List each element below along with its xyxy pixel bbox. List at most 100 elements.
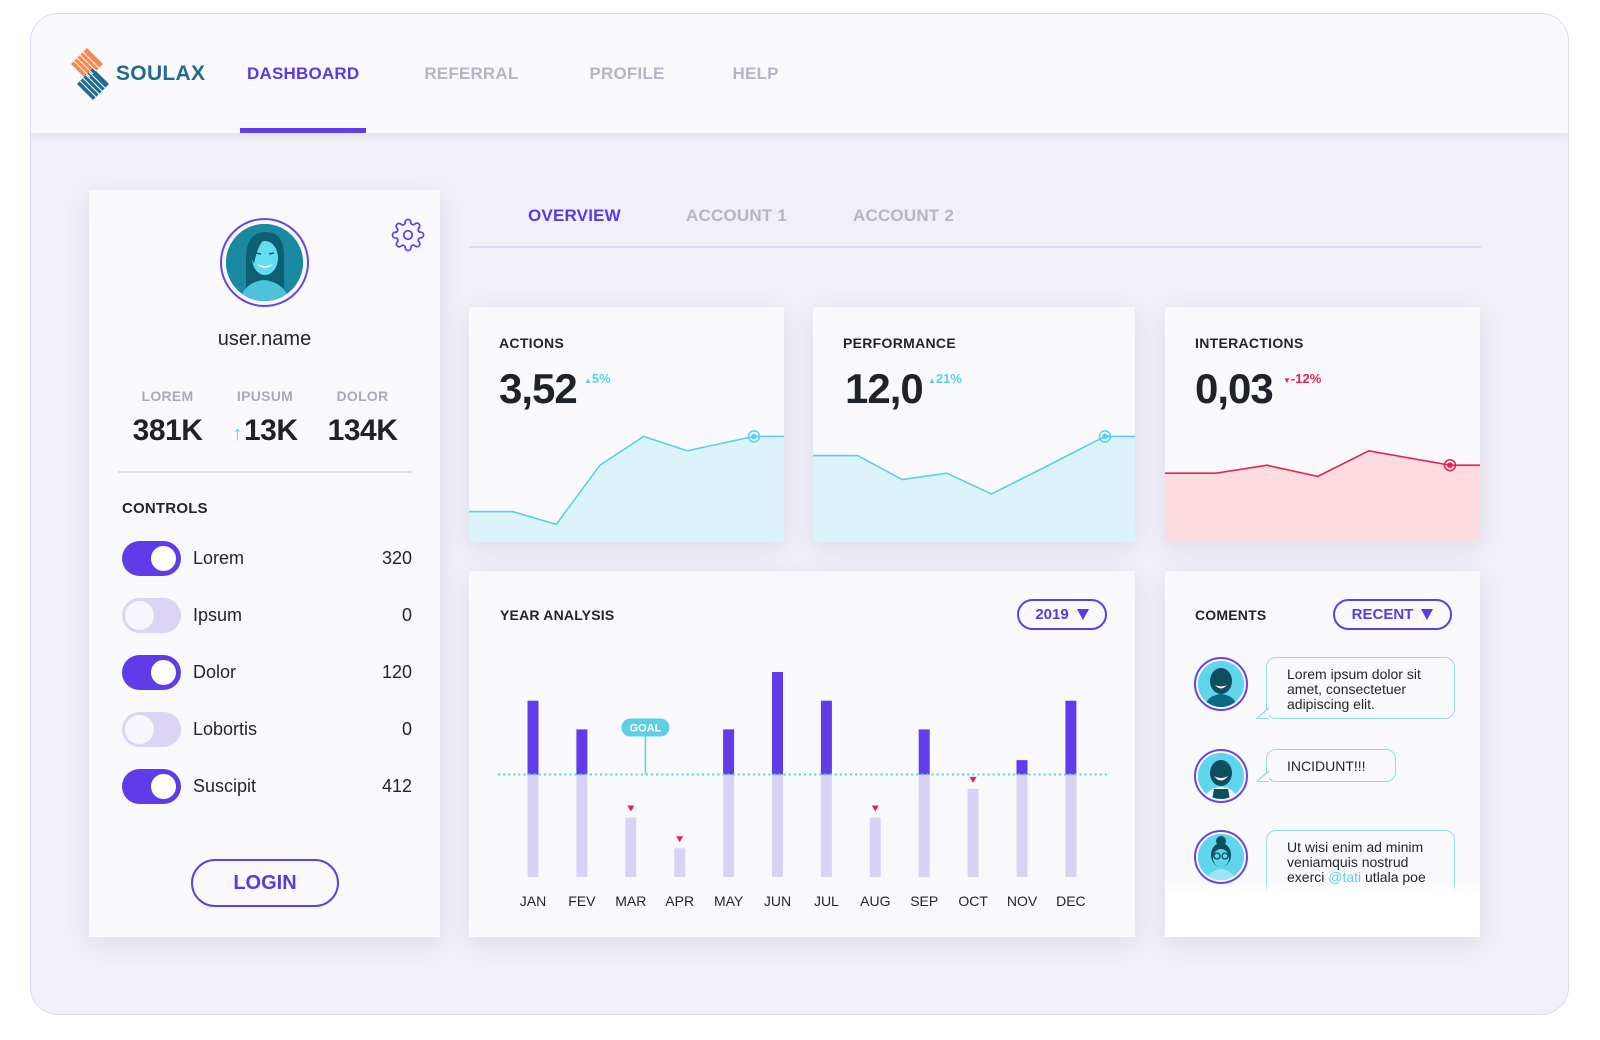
comments-title: COMENTS [1195,607,1267,623]
nav-referral[interactable]: REFERRAL [424,63,519,83]
bar-nov-above-goal[interactable] [1016,760,1028,775]
bar-jun-base[interactable] [772,774,783,878]
scroll-fade-area [1165,893,1480,937]
x-tick-label: APR [665,893,694,909]
nav-dashboard[interactable]: DASHBOARD [239,14,367,133]
x-tick-label: SEP [910,893,938,909]
x-tick-label: MAR [615,893,646,909]
toggle-knob [149,771,178,801]
commenter-avatar[interactable] [1194,830,1248,884]
nav-help[interactable]: HELP [732,63,779,83]
bar-oct-base[interactable] [967,788,979,877]
control-value: 0 [401,718,412,739]
trend-up-icon: ▲ [584,376,592,385]
tab-account-2[interactable]: ACCOUNT 2 [853,206,954,225]
bar-jan-base[interactable] [527,774,539,878]
sparkline-area [469,436,784,542]
nav-profile[interactable]: PROFILE [589,63,665,83]
highlight-point-ring[interactable] [1098,430,1112,443]
toggle-knob [125,600,154,630]
logo-icon [71,48,109,100]
bar-may-above-goal[interactable] [723,729,735,775]
delta-value: 21% [935,371,962,386]
bar-nov-base[interactable] [1016,774,1028,878]
metric-title: PERFORMANCE [843,335,956,351]
x-tick-label: NOV [1007,893,1038,909]
top-header: SOULAX DASHBOARD REFERRAL PROFILE HELP [31,14,1568,133]
login-button[interactable]: LOGIN [191,859,339,907]
bar-aug-base[interactable] [869,817,881,877]
x-tick-label: DEC [1056,893,1086,909]
toggle-switch[interactable] [122,711,181,747]
control-value: 412 [381,775,412,796]
sparkline-line [813,435,1135,495]
bar-apr-base[interactable] [674,848,686,877]
stat-lorem: LOREM 381K [119,388,216,448]
performance-sparkline [813,430,1135,542]
toggle-switch[interactable] [122,768,181,804]
toggle-knob [149,543,178,573]
stat-value: 13K [243,414,298,447]
sparkline-point [1102,433,1108,440]
control-label: Lorem [193,547,245,568]
stat-label: LOREM [141,388,194,404]
year-select[interactable]: 2019 [1017,599,1107,630]
bar-sep-above-goal[interactable] [918,729,930,775]
control-row-suscipit: Suscipit 412 [122,768,412,804]
commenter-avatar[interactable] [1194,657,1248,711]
mention-link[interactable]: @tati [1328,869,1362,885]
toggle-switch[interactable] [122,540,181,576]
metric-value: 3,52 [499,365,578,412]
toggle-knob [149,657,178,687]
metric-delta: ▼-12% [1283,371,1321,386]
bar-jul-base[interactable] [820,774,832,878]
scroll-fade [1165,883,1480,893]
bar-jan-above-goal[interactable] [527,700,539,775]
control-row-lobortis: Lobortis 0 [122,711,412,747]
tab-account-1[interactable]: ACCOUNT 1 [686,206,787,225]
toggle-switch[interactable] [122,654,181,690]
sort-select[interactable]: RECENT [1333,599,1452,630]
bar-sep-base[interactable] [918,774,930,878]
sparkline-area [813,436,1135,542]
metric-card-performance[interactable]: PERFORMANCE 12,0 ▲21% [813,307,1135,542]
x-tick-label: JUL [814,893,839,909]
divider [118,471,412,473]
account-tabs: OVERVIEW ACCOUNT 1 ACCOUNT 2 [469,182,1481,248]
control-label: Lobortis [193,718,258,739]
control-row-lorem: Lorem 320 [122,540,412,576]
x-tick-label: JAN [520,893,546,909]
man-avatar-icon [1198,661,1244,707]
avatar[interactable] [220,218,309,307]
bar-may-base[interactable] [723,774,735,878]
gear-icon[interactable] [391,218,425,252]
metric-value: 12,0 [845,365,924,412]
bar-dec-above-goal[interactable] [1065,700,1077,775]
x-tick-label: OCT [958,893,988,909]
metric-card-interactions[interactable]: INTERACTIONS 0,03 ▼-12% [1165,307,1480,542]
toggle-switch[interactable] [122,597,181,633]
stat-dolor: DOLOR 134K [314,388,411,448]
interactions-sparkline [1165,449,1480,542]
control-value: 320 [381,547,412,568]
bar-jul-above-goal[interactable] [820,700,832,775]
highlight-point-ring[interactable] [747,430,761,443]
brand-logo[interactable]: SOULAX [71,48,205,100]
bar-mar-base[interactable] [625,817,637,877]
username: user.name [217,328,312,350]
stat-label: DOLOR [336,388,389,404]
metric-card-actions[interactable]: ACTIONS 3,52 ▲5% [469,307,784,542]
bar-fev-above-goal[interactable] [576,729,588,775]
highlight-point-ring[interactable] [1443,458,1457,472]
commenter-avatar[interactable] [1194,749,1248,803]
bar-fev-base[interactable] [576,774,588,878]
metric-value: 0,03 [1195,365,1274,412]
tab-overview[interactable]: OVERVIEW [528,206,621,225]
bar-jun-above-goal[interactable] [772,672,783,775]
delta-value: 5% [591,371,611,386]
below-goal-marker [969,776,977,783]
sort-select-value: RECENT [1351,606,1414,623]
sparkline-point [1447,462,1453,468]
bar-dec-base[interactable] [1065,774,1077,878]
control-row-ipsum: Ipsum 0 [122,597,412,633]
